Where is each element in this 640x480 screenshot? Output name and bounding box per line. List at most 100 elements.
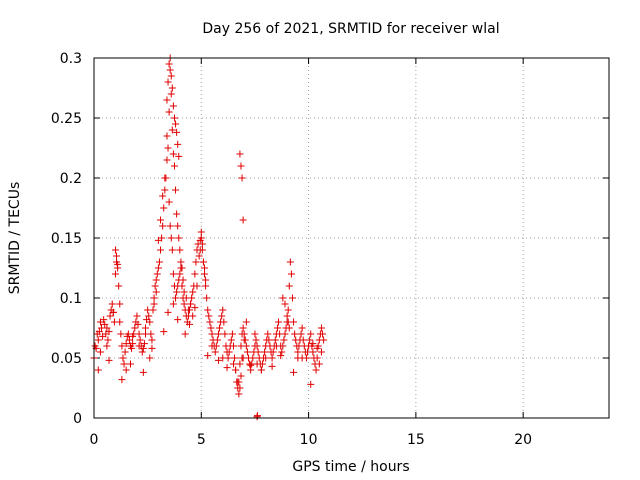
data-point-marker <box>169 102 177 110</box>
data-point-marker <box>182 294 190 302</box>
data-point-marker <box>152 288 160 296</box>
data-point-marker <box>105 356 113 364</box>
data-point-marker <box>96 348 104 356</box>
data-point-marker <box>220 318 228 326</box>
data-point-marker <box>204 306 212 314</box>
data-point-marker <box>174 140 182 148</box>
data-point-marker <box>100 316 108 324</box>
data-point-marker <box>165 108 173 116</box>
data-point-marker <box>253 342 261 350</box>
data-point-marker <box>113 252 121 260</box>
data-point-marker <box>150 294 158 302</box>
data-point-marker <box>105 328 113 336</box>
data-point-marker <box>169 150 177 158</box>
data-point-marker <box>179 276 187 284</box>
data-point-marker <box>168 126 176 134</box>
data-point-marker <box>154 236 162 244</box>
data-point-marker <box>163 132 171 140</box>
data-point-marker <box>157 246 165 254</box>
data-point-marker <box>129 340 137 348</box>
data-point-marker <box>240 336 248 344</box>
data-point-marker <box>135 342 143 350</box>
data-point-marker <box>234 378 242 386</box>
data-point-marker <box>229 360 237 368</box>
data-point-marker <box>173 128 181 136</box>
data-point-marker <box>111 270 119 278</box>
data-point-marker <box>185 320 193 328</box>
data-point-marker <box>232 366 240 374</box>
data-point-marker <box>189 312 197 320</box>
data-point-marker <box>178 282 186 290</box>
data-point-marker <box>165 198 173 206</box>
data-point-marker <box>140 340 148 348</box>
data-point-marker <box>281 330 289 338</box>
data-point-marker <box>294 348 302 356</box>
data-point-marker <box>160 204 168 212</box>
data-point-marker <box>213 336 221 344</box>
data-point-marker <box>202 276 210 284</box>
data-point-marker <box>197 228 205 236</box>
data-point-marker <box>192 258 200 266</box>
data-point-marker <box>307 330 315 338</box>
data-point-marker <box>275 318 283 326</box>
y-tick-label: 0.15 <box>51 231 82 247</box>
data-point-marker <box>251 330 259 338</box>
data-point-marker <box>277 352 285 360</box>
data-point-marker <box>312 366 320 374</box>
data-point-marker <box>238 174 246 182</box>
data-point-marker <box>285 282 293 290</box>
data-point-marker <box>271 336 279 344</box>
data-point-marker <box>167 90 175 98</box>
data-point-marker <box>134 320 142 328</box>
data-point-marker <box>298 354 306 362</box>
data-point-marker <box>168 84 176 92</box>
data-point-marker <box>272 342 280 350</box>
data-point-marker <box>146 318 154 326</box>
data-point-marker <box>175 152 183 160</box>
data-point-marker <box>240 330 248 338</box>
data-point-marker <box>242 342 250 350</box>
data-point-marker <box>164 144 172 152</box>
data-point-marker <box>94 336 102 344</box>
data-point-marker <box>117 330 125 338</box>
data-point-marker <box>280 336 288 344</box>
data-point-marker <box>237 372 245 380</box>
data-point-marker <box>174 222 182 230</box>
data-point-marker <box>239 216 247 224</box>
data-point-marker <box>103 324 111 332</box>
data-point-marker <box>95 328 103 336</box>
data-point-marker <box>128 344 136 352</box>
data-point-marker <box>236 384 244 392</box>
data-point-marker <box>299 336 307 344</box>
y-tick-label: 0.2 <box>60 171 82 187</box>
data-point-marker <box>116 318 124 326</box>
data-point-marker <box>184 306 192 314</box>
data-point-marker <box>214 330 222 338</box>
data-point-marker <box>201 264 209 272</box>
data-point-marker <box>115 282 123 290</box>
data-point-marker <box>236 360 244 368</box>
x-tick-label: 10 <box>300 432 318 448</box>
y-tick-label: 0.1 <box>60 291 82 307</box>
data-point-marker <box>313 344 321 352</box>
data-point-marker <box>214 356 222 364</box>
data-point-marker <box>235 390 243 398</box>
data-point-marker <box>139 368 147 376</box>
data-point-marker <box>239 324 247 332</box>
data-point-marker <box>103 342 111 350</box>
data-point-marker <box>120 360 128 368</box>
data-point-marker <box>154 264 162 272</box>
data-point-marker <box>135 330 143 338</box>
data-point-marker <box>306 336 314 344</box>
chart-title: Day 256 of 2021, SRMTID for receiver wla… <box>202 21 499 37</box>
x-axis-label: GPS time / hours <box>292 459 409 475</box>
data-point-marker <box>118 342 126 350</box>
data-point-marker <box>309 348 317 356</box>
data-point-marker <box>264 330 272 338</box>
data-point-marker <box>109 308 117 316</box>
data-point-marker <box>265 336 273 344</box>
data-point-marker <box>291 330 299 338</box>
data-point-marker <box>106 312 114 320</box>
data-point-marker <box>175 234 183 242</box>
